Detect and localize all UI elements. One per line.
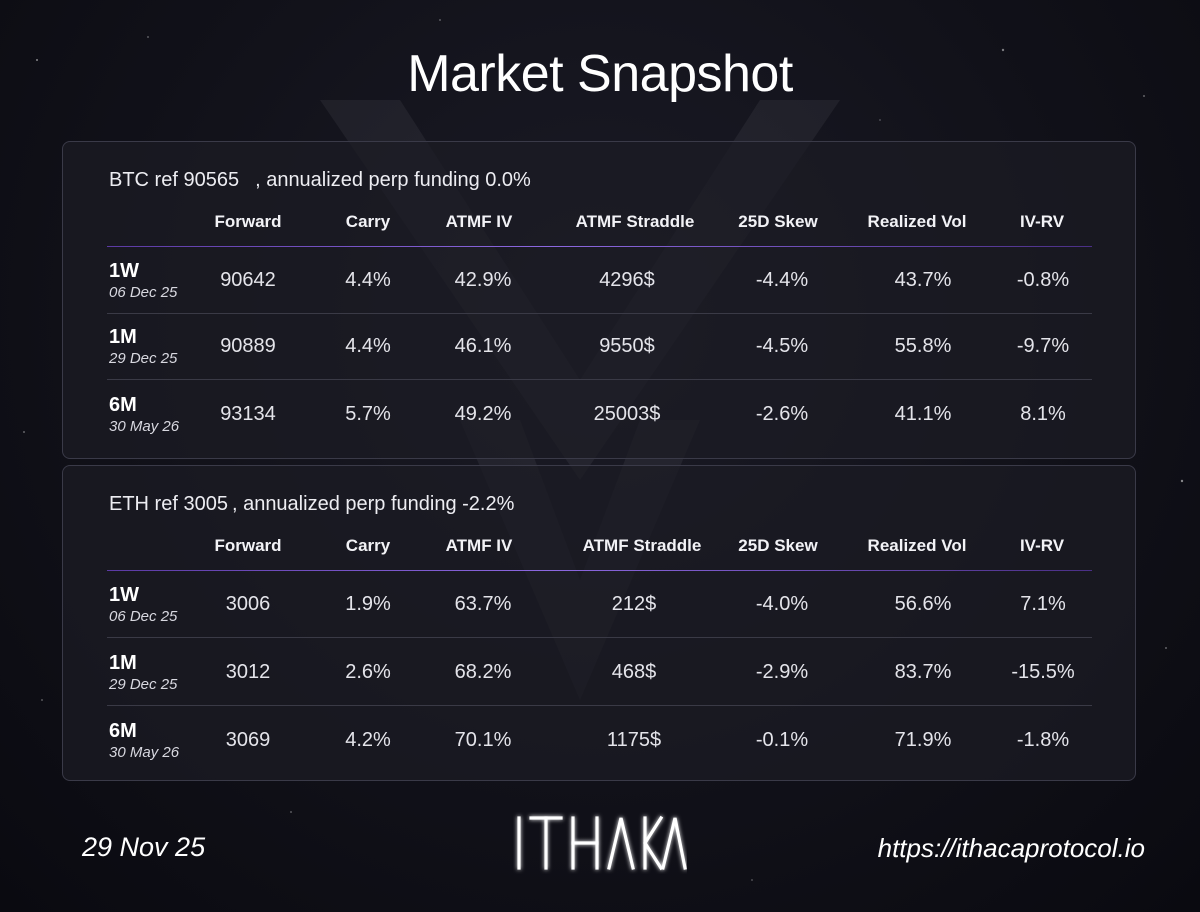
skew-value: -2.6% [755, 403, 809, 425]
row-divider [107, 637, 1092, 638]
forward-value: 3012 [225, 661, 271, 683]
realized-vol-value: 56.6% [894, 593, 952, 615]
expiry-date: 30 May 26 [109, 744, 180, 761]
column-header-forward: Forward [214, 536, 282, 555]
row-divider [107, 379, 1092, 380]
column-header-25d-skew: 25D Skew [738, 536, 818, 555]
atmf-straddle-value: 4296$ [599, 269, 655, 291]
atmf-straddle-value: 25003$ [593, 403, 661, 425]
forward-value: 90642 [220, 269, 276, 291]
column-header-iv-rv: IV-RV [1019, 536, 1065, 555]
realized-vol-value: 83.7% [894, 661, 952, 683]
tenor-label: 1W [109, 584, 139, 606]
tenor-label: 1W [109, 260, 139, 282]
table-row: 1M 29 Dec 25 3012 2.6% 68.2% 468$ -2.9% … [63, 640, 1135, 706]
btc-ref-line: BTC ref 90565 , annualized perp funding 0… [109, 169, 531, 192]
skew-value: -4.0% [755, 593, 809, 615]
column-header-atmf-straddle: ATMF Straddle [582, 536, 702, 555]
table-row: 1W 06 Dec 25 90642 4.4% 42.9% 4296$ -4.4… [63, 248, 1135, 314]
atmf-iv-value: 42.9% [454, 269, 512, 291]
carry-value: 4.4% [345, 335, 391, 357]
snapshot-date: 29 Nov 25 [82, 832, 206, 862]
atmf-straddle-value: 1175$ [606, 729, 662, 751]
expiry-date: 06 Dec 25 [109, 284, 178, 301]
atmf-iv-value: 63.7% [454, 593, 512, 615]
forward-value: 93134 [220, 403, 276, 425]
eth-ref-line: ETH ref 3005, annualized perp funding -2… [109, 493, 514, 516]
column-header-realized-vol: Realized Vol [867, 212, 967, 231]
column-header-atmf-iv: ATMF IV [445, 212, 513, 231]
carry-value: 4.2% [345, 729, 391, 751]
forward-value: 90889 [220, 335, 276, 357]
eth-panel: ETH ref 3005, annualized perp funding -2… [62, 465, 1136, 781]
atmf-straddle-value: 212$ [611, 593, 657, 615]
btc-panel: BTC ref 90565 , annualized perp funding 0… [62, 141, 1136, 459]
column-header-carry: Carry [345, 212, 391, 231]
atmf-straddle-value: 468$ [611, 661, 657, 683]
carry-value: 4.4% [345, 269, 391, 291]
realized-vol-value: 55.8% [894, 335, 952, 357]
eth-header-row: Forward Carry ATMF IV ATMF Straddle 25D … [63, 536, 1135, 560]
carry-value: 5.7% [345, 403, 391, 425]
tenor-label: 6M [109, 720, 137, 742]
ithaca-logo-icon [517, 815, 687, 871]
table-row: 6M 30 May 26 3069 4.2% 70.1% 1175$ -0.1%… [63, 708, 1135, 774]
expiry-date: 30 May 26 [109, 418, 180, 435]
column-header-realized-vol: Realized Vol [867, 536, 967, 555]
column-header-atmf-iv: ATMF IV [445, 536, 513, 555]
atmf-iv-value: 46.1% [454, 335, 512, 357]
column-header-atmf-straddle: ATMF Straddle [575, 212, 695, 231]
forward-value: 3006 [225, 593, 271, 615]
iv-rv-value: 7.1% [1020, 593, 1066, 615]
atmf-iv-value: 49.2% [454, 403, 512, 425]
btc-ref-label: BTC ref 90565 [109, 169, 240, 191]
iv-rv-value: 8.1% [1020, 403, 1066, 425]
expiry-date: 29 Dec 25 [109, 676, 178, 693]
header-divider [107, 246, 1092, 247]
row-divider [107, 705, 1092, 706]
carry-value: 2.6% [345, 661, 391, 683]
page-title: Market Snapshot [407, 45, 793, 103]
atmf-straddle-value: 9550$ [599, 335, 655, 357]
expiry-date: 29 Dec 25 [109, 350, 178, 367]
tenor-label: 1M [109, 652, 137, 674]
realized-vol-value: 43.7% [894, 269, 952, 291]
tenor-label: 6M [109, 394, 137, 416]
website-link[interactable]: https://ithacaprotocol.io [877, 833, 1145, 863]
carry-value: 1.9% [345, 593, 391, 615]
realized-vol-value: 71.9% [894, 729, 952, 751]
skew-value: -0.1% [755, 729, 809, 751]
iv-rv-value: -0.8% [1016, 269, 1070, 291]
atmf-iv-value: 70.1% [454, 729, 512, 751]
skew-value: -2.9% [755, 661, 809, 683]
eth-ref-label: ETH ref 3005 [109, 493, 228, 515]
iv-rv-value: -1.8% [1016, 729, 1070, 751]
column-header-forward: Forward [214, 212, 282, 231]
realized-vol-value: 41.1% [894, 403, 952, 425]
eth-funding-label: , annualized perp funding -2.2% [231, 493, 515, 515]
column-header-iv-rv: IV-RV [1019, 212, 1065, 231]
atmf-iv-value: 68.2% [454, 661, 512, 683]
skew-value: -4.5% [755, 335, 809, 357]
btc-header-row: Forward Carry ATMF IV ATMF Straddle 25D … [63, 212, 1135, 236]
column-header-carry: Carry [345, 536, 391, 555]
forward-value: 3069 [225, 729, 271, 751]
header-divider [107, 570, 1092, 571]
table-row: 1M 29 Dec 25 90889 4.4% 46.1% 9550$ -4.5… [63, 314, 1135, 380]
table-row: 1W 06 Dec 25 3006 1.9% 63.7% 212$ -4.0% … [63, 572, 1135, 638]
row-divider [107, 313, 1092, 314]
column-header-25d-skew: 25D Skew [738, 212, 818, 231]
tenor-label: 1M [109, 326, 137, 348]
skew-value: -4.4% [755, 269, 809, 291]
table-row: 6M 30 May 26 93134 5.7% 49.2% 25003$ -2.… [63, 382, 1135, 448]
btc-funding-label: , annualized perp funding 0.0% [255, 169, 531, 191]
expiry-date: 06 Dec 25 [109, 608, 178, 625]
iv-rv-value: -9.7% [1016, 335, 1070, 357]
iv-rv-value: -15.5% [1011, 661, 1075, 683]
